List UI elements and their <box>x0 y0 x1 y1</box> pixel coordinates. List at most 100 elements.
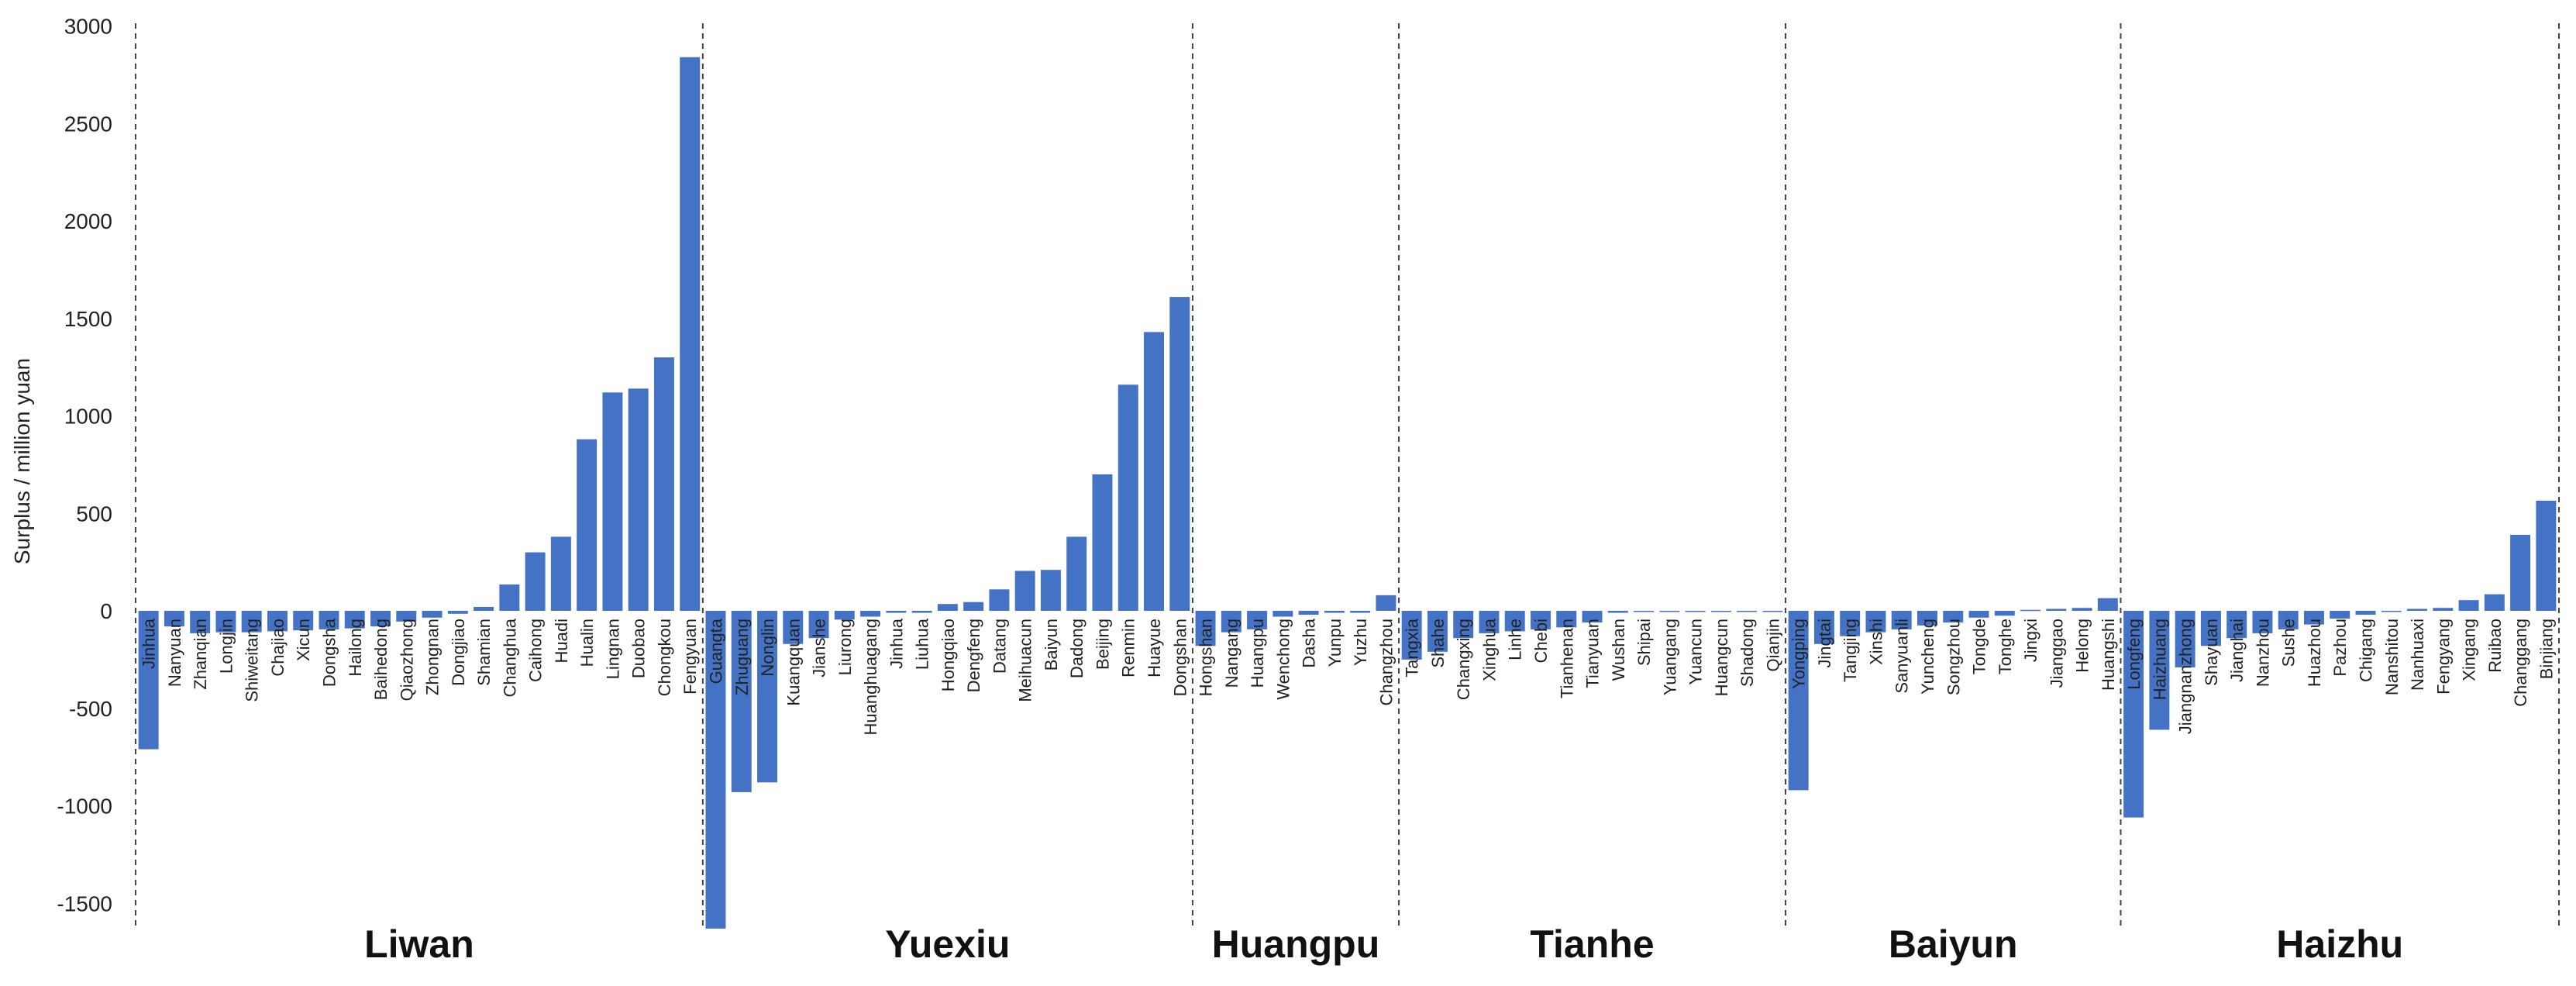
x-tick-label: Hongshan <box>1197 619 1216 696</box>
x-tick-label: Xicun <box>294 619 313 661</box>
x-tick-label: Nanyuan <box>165 619 184 687</box>
bar <box>1169 297 1190 611</box>
x-tick-label: Yuncheng <box>1918 619 1937 695</box>
district-label: Huangpu <box>1212 922 1380 966</box>
x-tick-label: Chongkou <box>655 619 674 696</box>
bar <box>834 611 855 620</box>
y-tick-label: 2500 <box>64 112 112 136</box>
bar <box>164 611 184 627</box>
bar <box>1634 611 1655 612</box>
x-tick-label: Hailong <box>346 619 365 677</box>
x-tick-label: Liuhua <box>913 618 932 670</box>
bar <box>2536 500 2557 611</box>
x-tick-label: Shipai <box>1634 619 1654 666</box>
y-axis-label: Surplus / million yuan <box>10 358 34 564</box>
y-tick-label: 2000 <box>64 209 112 233</box>
x-tick-label: Baiyun <box>1042 619 1061 671</box>
y-tick-label: 0 <box>100 599 112 623</box>
bar <box>1014 571 1035 611</box>
bar <box>2149 611 2170 730</box>
x-tick-label: Huangpu <box>1248 619 1267 688</box>
bar <box>1737 611 1758 612</box>
x-tick-label: Haizhuang <box>2150 619 2169 700</box>
x-tick-label: Tianyuan <box>1583 619 1603 688</box>
bar <box>499 584 520 611</box>
bar <box>1788 611 1809 791</box>
x-tick-label: Tonghe <box>1996 619 2015 674</box>
x-tick-label: Dongjiao <box>449 619 468 686</box>
bar <box>1453 611 1474 639</box>
bar <box>1891 611 1912 629</box>
bar <box>2510 534 2531 611</box>
x-tick-label: Qianjin <box>1763 619 1782 671</box>
bar <box>550 536 571 611</box>
bar <box>731 611 752 792</box>
x-tick-label: Yuancun <box>1686 619 1706 685</box>
bar <box>1968 611 1989 618</box>
bar <box>2484 594 2505 611</box>
bar <box>2226 611 2247 639</box>
bar <box>2046 608 2067 611</box>
bar <box>2020 609 2041 612</box>
x-tick-label: Duobao <box>629 619 649 678</box>
x-tick-label: Xinghua <box>1479 618 1499 681</box>
bar <box>963 602 984 611</box>
bar <box>1762 611 1783 612</box>
bar <box>1040 570 1061 611</box>
y-tick-labels: 3000 2500 2000 1500 1000 500 0 -500 -1000 -1500 <box>57 15 112 916</box>
x-tick-label: Shiweitang <box>243 619 262 702</box>
x-tick-label: Sanyuanli <box>1892 619 1912 694</box>
bar <box>577 439 598 611</box>
bar <box>1994 611 2015 616</box>
bar <box>1943 611 1964 623</box>
bar <box>1556 611 1577 628</box>
bar <box>1092 474 1113 611</box>
x-tick-label: Huayue <box>1145 619 1164 677</box>
bar <box>1195 611 1216 646</box>
district-label: Yuexiu <box>885 922 1010 966</box>
district-labels: Liwan Yuexiu Huangpu Tianhe Baiyun Haizhu <box>364 922 2403 966</box>
bar <box>1607 611 1628 613</box>
bar <box>2303 611 2324 625</box>
x-tick-label: Jianggao <box>2047 619 2066 688</box>
bar <box>2458 600 2479 611</box>
x-tick-label: Fengyang <box>2433 619 2453 695</box>
x-tick-label: Beijing <box>1093 619 1112 670</box>
y-tick-label: 1500 <box>64 307 112 331</box>
x-tick-label: Nonglin <box>758 619 777 677</box>
x-tick-label: Tianhenan <box>1557 619 1576 698</box>
bar <box>653 357 674 611</box>
bar <box>2330 611 2350 619</box>
bar <box>344 611 365 629</box>
bar <box>1659 611 1680 612</box>
x-tick-label: Chajiao <box>268 619 288 677</box>
x-tick-label: Datang <box>990 619 1009 674</box>
district-label: Liwan <box>364 922 474 966</box>
bar <box>783 611 804 644</box>
bar <box>190 611 211 633</box>
bar <box>422 611 443 618</box>
bar <box>1813 611 1834 644</box>
bar <box>1376 595 1396 611</box>
x-tick-label: Tangxia <box>1403 618 1422 677</box>
x-tick-label: Shamian <box>474 619 494 686</box>
x-tick-label: Jiangnanzhong <box>2176 619 2195 734</box>
bar <box>447 611 468 614</box>
bar <box>319 611 339 629</box>
x-tick-label: Ruibao <box>2485 619 2505 673</box>
x-tick-label: Dongsha <box>319 618 339 687</box>
x-tick-label: Yuangang <box>1660 619 1679 695</box>
x-tick-label: Liurong <box>835 619 855 675</box>
y-tick-label: 500 <box>76 502 112 526</box>
bar <box>396 611 417 622</box>
x-tick-label: Changhua <box>500 618 519 697</box>
bar <box>370 611 391 627</box>
x-tick-label: Nanzhou <box>2253 619 2272 687</box>
bar <box>1865 611 1886 633</box>
x-tick-label: Huazhou <box>2305 619 2324 687</box>
x-tick-label: Jianshe <box>810 619 829 677</box>
bar <box>293 611 314 631</box>
bar <box>2175 611 2195 667</box>
bar <box>1298 611 1319 615</box>
bar <box>886 611 907 613</box>
